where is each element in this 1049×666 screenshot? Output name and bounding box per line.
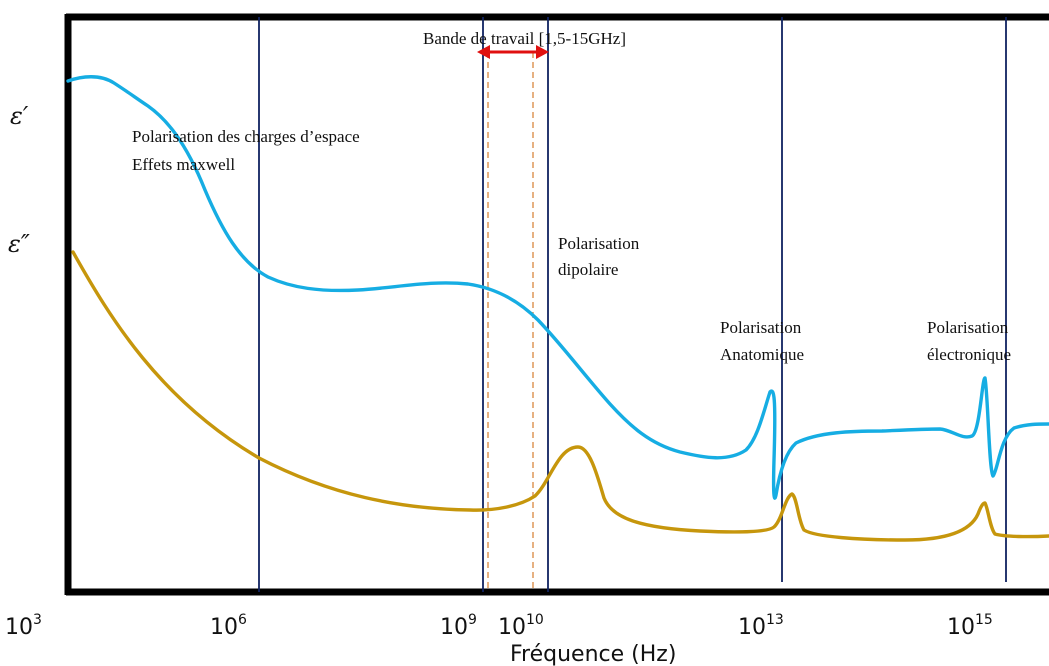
annot-space-charge-line1: Polarisation des charges d’espace [132,127,360,146]
annot-dipolar-line1: Polarisation [558,234,640,253]
band-arrow [477,45,549,59]
xtick-1e9: 109 [440,612,477,640]
xtick-1e15: 1015 [947,612,993,640]
ylabel-epsilon-prime: ε′ [10,102,29,130]
annot-dipolar-line2: dipolaire [558,260,618,279]
ylabel-epsilon-double-prime: ε″ [8,230,30,258]
epsilon-double-prime-curve [71,250,1049,542]
xtick-1e10: 1010 [498,612,544,640]
annot-electronic-line2: électronique [927,345,1011,364]
annot-electronic-line1: Polarisation [927,318,1009,337]
xtick-1e3: 103 [5,612,42,640]
band-label: Bande de travail [1,5-15GHz] [423,29,626,48]
xtick-1e13: 1013 [738,612,784,640]
annot-space-charge-line2: Effets maxwell [132,155,235,174]
xtick-1e6: 106 [210,612,247,640]
annot-anatomic-line1: Polarisation [720,318,802,337]
x-axis-label: Fréquence (Hz) [510,642,676,666]
annot-anatomic-line2: Anatomique [720,345,804,364]
epsilon-prime-curve [66,75,1049,500]
